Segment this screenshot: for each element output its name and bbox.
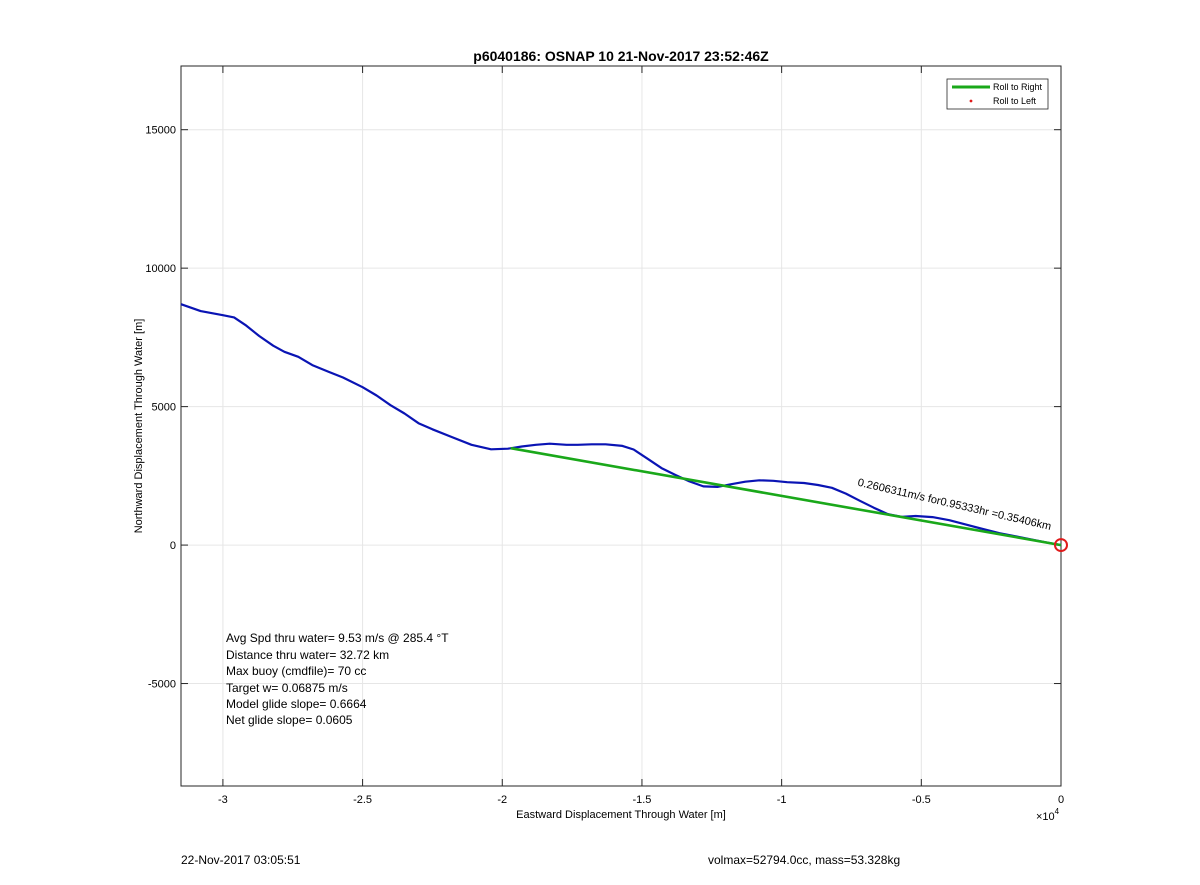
annotation-line: Target w= 0.06875 m/s bbox=[226, 681, 348, 695]
plot-frame bbox=[180, 65, 1062, 787]
x-tick-label: -2.5 bbox=[353, 794, 372, 806]
plot-area bbox=[181, 66, 1061, 786]
legend-box bbox=[946, 78, 1049, 110]
x-tick-label: 0 bbox=[1058, 794, 1064, 806]
end-marker bbox=[1054, 538, 1068, 553]
x-multiplier: ×104 bbox=[1036, 807, 1060, 823]
annotation-line: Max buoy (cmdfile)= 70 cc bbox=[226, 664, 366, 678]
annotation-line: Avg Spd thru water= 9.53 m/s @ 285.4 °T bbox=[226, 631, 449, 645]
chart-title: p6040186: OSNAP 10 21-Nov-2017 23:52:46Z bbox=[473, 48, 769, 64]
roll-right-line bbox=[510, 446, 1062, 547]
x-multiplier-base: ×10 bbox=[1036, 811, 1055, 823]
x-multiplier-exponent: 4 bbox=[1055, 807, 1060, 816]
stats-annotation: Avg Spd thru water= 9.53 m/s @ 285.4 °T … bbox=[226, 631, 449, 727]
y-tick-label: 0 bbox=[170, 540, 176, 552]
axis-ticks: -3 -2.5 -2 -1.5 -1 -0.5 0 -5000 0 5000 10000 15000 bbox=[145, 66, 1064, 806]
legend-label-roll-left: Roll to Left bbox=[993, 96, 1037, 106]
x-tick-label: -1.5 bbox=[632, 794, 651, 806]
y-tick-label: -5000 bbox=[148, 679, 176, 691]
footer-timestamp: 22-Nov-2017 03:05:51 bbox=[181, 853, 301, 867]
y-axis-label: Northward Displacement Through Water [m] bbox=[133, 319, 145, 534]
series-layer bbox=[180, 303, 1062, 547]
y-tick-label: 10000 bbox=[145, 263, 176, 275]
footer-ballast-info: volmax=52794.0cc, mass=53.328kg bbox=[708, 853, 900, 867]
y-tick-label: 15000 bbox=[145, 125, 176, 137]
x-tick-label: -3 bbox=[218, 794, 228, 806]
legend-swatch-roll-left bbox=[969, 99, 973, 103]
annotation-line: Net glide slope= 0.0605 bbox=[226, 713, 353, 727]
legend-label-roll-right: Roll to Right bbox=[993, 82, 1043, 92]
grid bbox=[181, 66, 1062, 786]
annotation-line: Distance thru water= 32.72 km bbox=[226, 648, 389, 662]
x-axis-label: Eastward Displacement Through Water [m] bbox=[516, 809, 726, 821]
legend: Roll to Right Roll to Left bbox=[946, 78, 1049, 110]
y-tick-label: 5000 bbox=[152, 402, 176, 414]
annotation-line: Model glide slope= 0.6664 bbox=[226, 697, 367, 711]
x-tick-label: -1 bbox=[777, 794, 787, 806]
x-tick-label: -0.5 bbox=[912, 794, 931, 806]
x-tick-label: -2 bbox=[497, 794, 507, 806]
